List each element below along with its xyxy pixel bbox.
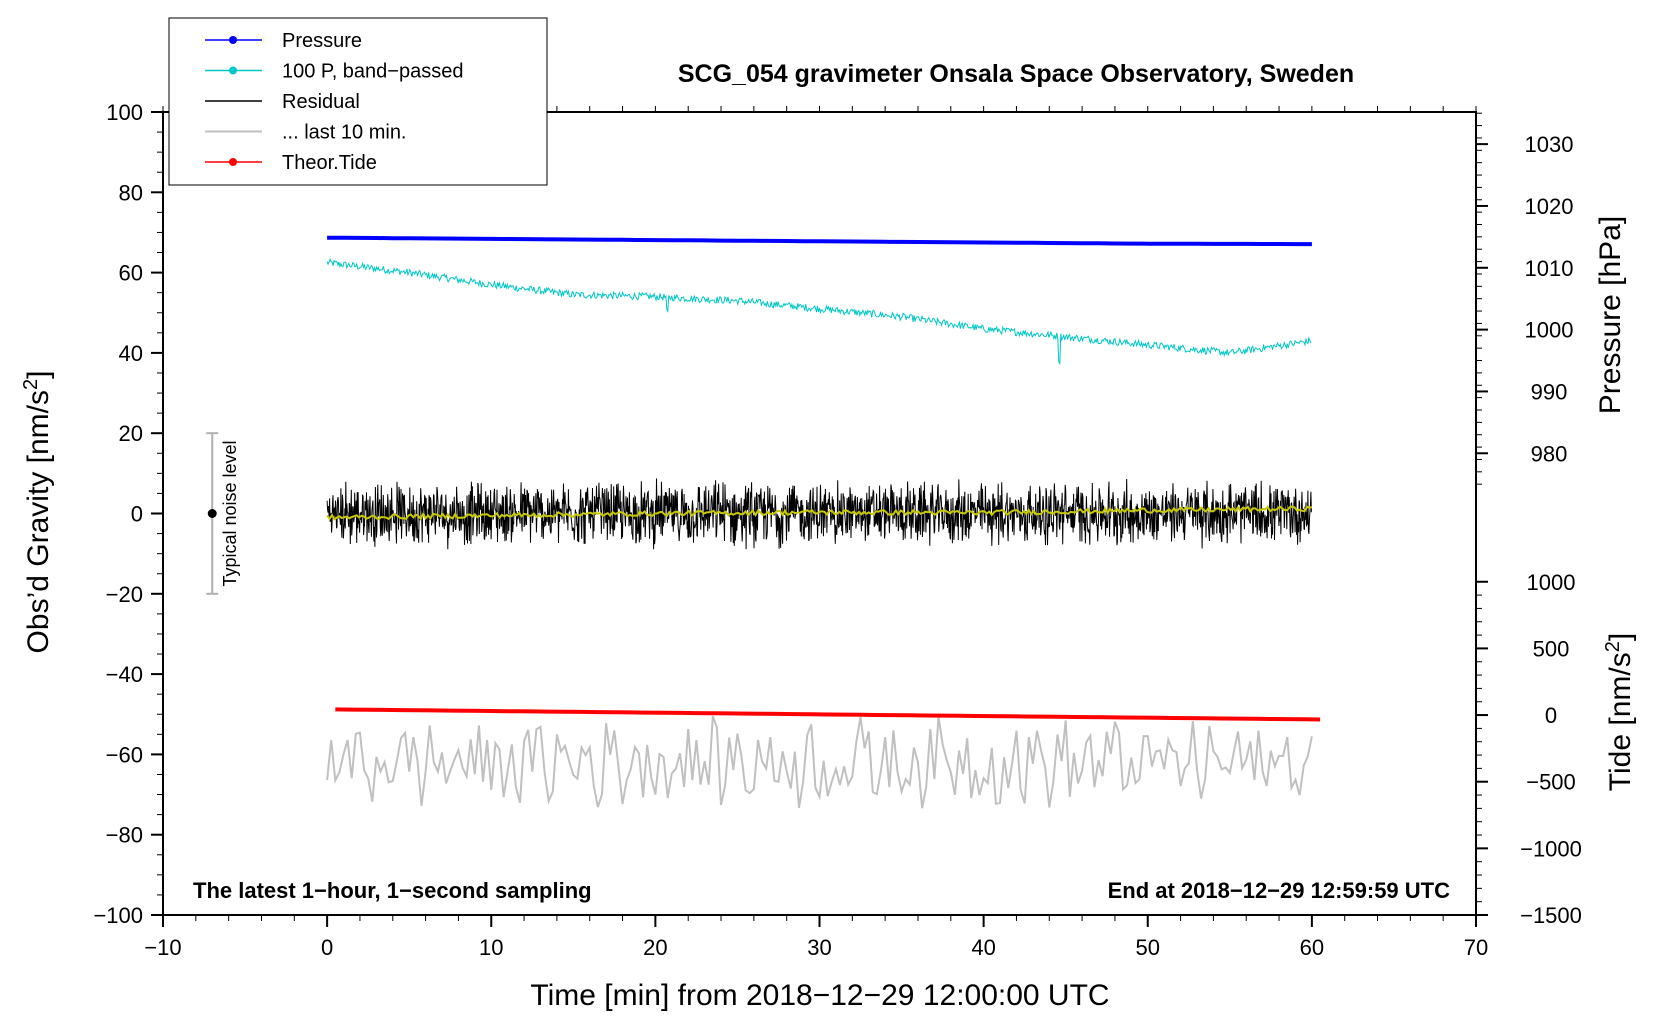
series-residual-smoothed (326, 505, 1313, 521)
y-tick-label: 0 (131, 502, 143, 527)
series-layer (326, 235, 1321, 809)
noise-level-label: Typical noise level (220, 440, 240, 586)
legend-label: 100 P, band−passed (282, 61, 463, 83)
y-tick-label: −20 (106, 582, 143, 607)
x-tick-label: 20 (643, 935, 667, 960)
tide-tick-label: 500 (1533, 636, 1570, 661)
legend-label: Residual (282, 91, 360, 113)
x-axis-label: Time [min] from 2018−12−29 12:00:00 UTC (530, 979, 1109, 1012)
x-tick-label: 50 (1136, 935, 1160, 960)
pressure-axis-label: Pressure [hPa] (1594, 216, 1627, 414)
legend-label: ... last 10 min. (282, 122, 407, 144)
x-tick-label: 30 (807, 935, 831, 960)
x-tick-label: 70 (1464, 935, 1488, 960)
chart-title: SCG_054 gravimeter Onsala Space Observat… (678, 60, 1354, 88)
x-tick-label: 40 (971, 935, 995, 960)
note-left: The latest 1−hour, 1−second sampling (193, 878, 592, 903)
pressure-tick-label: 1010 (1525, 256, 1574, 281)
x-tick-label: 60 (1300, 935, 1324, 960)
x-axis-ticks: −10 0 10 20 30 40 50 60 70 (144, 106, 1488, 960)
series-pressure (327, 235, 1312, 247)
pressure-tick-label: 980 (1531, 441, 1568, 466)
tide-tick-label: −500 (1526, 770, 1576, 795)
y-tick-label: −40 (106, 662, 143, 687)
tide-tick-label: 0 (1545, 703, 1557, 728)
series-100-p-band-passed (326, 257, 1312, 366)
tide-tick-label: −1500 (1520, 903, 1582, 928)
noise-level-indicator: Typical noise level (206, 432, 240, 595)
tide-tick-label: −1000 (1520, 836, 1582, 861)
y-axis-label: Obs’d Gravity [nm/s2] (20, 371, 55, 654)
legend-items: Pressure 100 P, band−passed Residual ... la… (205, 30, 463, 174)
pressure-tick-label: 990 (1531, 379, 1568, 404)
legend-label: Pressure (282, 30, 362, 52)
series-residual (326, 478, 1312, 550)
pressure-tick-label: 1020 (1525, 194, 1574, 219)
y-tick-label: 20 (119, 421, 143, 446)
legend: Pressure 100 P, band−passed Residual ... la… (168, 17, 548, 186)
y-tick-label: −60 (106, 742, 143, 767)
y-tick-label: 60 (119, 261, 143, 286)
legend-swatch-marker (229, 36, 237, 44)
x-tick-label: 10 (479, 935, 503, 960)
note-right: End at 2018−12−29 12:59:59 UTC (1108, 878, 1451, 903)
series-last-10-min (326, 715, 1313, 809)
series-theor-tide (335, 707, 1321, 722)
legend-swatch-marker (229, 158, 237, 166)
tide-axis-label: Tide [nm/s2] (1602, 633, 1637, 791)
y-axis-ticks: 100 80 60 40 20 0 −20 −40 −60 −80 −100 (93, 100, 163, 928)
y-tick-label: 40 (119, 341, 143, 366)
x-tick-label: 0 (321, 935, 333, 960)
pressure-tick-label: 1030 (1525, 132, 1574, 157)
tide-tick-label: 1000 (1527, 570, 1576, 595)
y-tick-label: −100 (93, 903, 143, 928)
pressure-tick-label: 1000 (1525, 318, 1574, 343)
noise-bar-center-dot (207, 509, 217, 518)
legend-label: Theor.Tide (282, 152, 377, 174)
y-tick-label: 100 (106, 100, 143, 125)
y-tick-label: −80 (106, 823, 143, 848)
legend-swatch-marker (229, 66, 237, 75)
tide-axis-ticks: 1000 500 0 −500 −1000 −1500 (1476, 570, 1582, 928)
y-tick-label: 80 (119, 180, 143, 205)
pressure-axis-ticks: 1030 1020 1010 1000 990 980 (1476, 112, 1574, 485)
x-tick-label: −10 (144, 935, 181, 960)
